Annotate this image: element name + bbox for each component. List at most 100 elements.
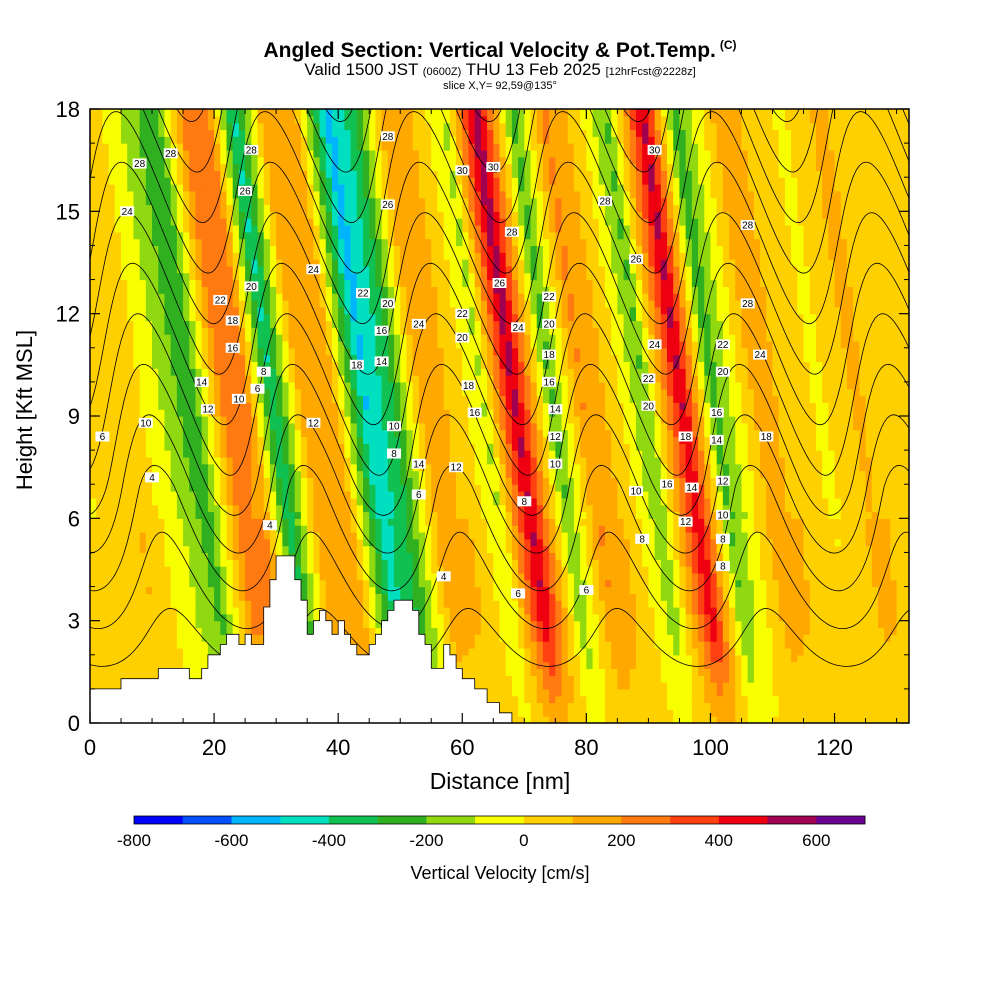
velocity-cell bbox=[363, 491, 370, 499]
velocity-cell bbox=[102, 634, 110, 642]
velocity-cell bbox=[369, 627, 376, 635]
velocity-cell bbox=[331, 477, 339, 485]
velocity-cell bbox=[809, 682, 817, 690]
velocity-cell bbox=[791, 572, 798, 581]
velocity-cell bbox=[902, 675, 909, 683]
velocity-cell bbox=[772, 470, 780, 478]
velocity-cell bbox=[201, 511, 209, 519]
velocity-cell bbox=[375, 504, 383, 513]
velocity-cell bbox=[183, 586, 190, 594]
velocity-cell bbox=[536, 716, 544, 723]
velocity-cell bbox=[741, 647, 749, 656]
velocity-cell bbox=[685, 477, 693, 485]
velocity-cell bbox=[673, 511, 681, 519]
velocity-cell bbox=[505, 586, 513, 594]
velocity-cell bbox=[90, 484, 97, 492]
velocity-cell bbox=[394, 586, 401, 594]
velocity-cell bbox=[884, 477, 891, 485]
velocity-cell bbox=[176, 586, 184, 594]
velocity-cell bbox=[542, 463, 550, 472]
velocity-cell bbox=[704, 518, 712, 526]
velocity-cell bbox=[195, 559, 203, 567]
velocity-cell bbox=[400, 470, 408, 478]
velocity-cell bbox=[375, 545, 383, 554]
velocity-cell bbox=[331, 579, 339, 588]
valid-time-line: Valid 1500 JST (0600Z) THU 13 Feb 2025 [… bbox=[0, 61, 1000, 80]
velocity-cell bbox=[331, 518, 339, 526]
velocity-cell bbox=[890, 600, 898, 608]
velocity-cell bbox=[636, 504, 643, 513]
velocity-cell bbox=[493, 675, 501, 683]
velocity-cell bbox=[840, 613, 848, 622]
velocity-cell bbox=[741, 531, 749, 540]
velocity-cell bbox=[183, 647, 190, 656]
velocity-cell bbox=[592, 654, 600, 663]
velocity-cell bbox=[704, 491, 712, 499]
velocity-cell bbox=[530, 559, 538, 567]
velocity-cell bbox=[121, 627, 128, 635]
velocity-cell bbox=[735, 572, 743, 581]
velocity-cell bbox=[716, 484, 724, 492]
velocity-cell bbox=[809, 559, 817, 567]
velocity-cell bbox=[375, 484, 383, 492]
velocity-cell bbox=[617, 607, 625, 615]
velocity-cell bbox=[766, 531, 774, 540]
velocity-cell bbox=[611, 613, 618, 622]
velocity-cell bbox=[518, 647, 525, 656]
velocity-cell bbox=[865, 709, 873, 717]
velocity-cell bbox=[797, 545, 805, 554]
velocity-cell bbox=[561, 695, 569, 704]
velocity-cell bbox=[698, 709, 705, 717]
velocity-cell bbox=[462, 538, 470, 547]
velocity-cell bbox=[449, 484, 457, 492]
velocity-cell bbox=[90, 566, 97, 574]
velocity-cell bbox=[493, 518, 501, 526]
velocity-cell bbox=[480, 654, 488, 663]
velocity-cell bbox=[791, 709, 798, 717]
velocity-cell bbox=[158, 484, 166, 492]
velocity-cell bbox=[555, 579, 563, 588]
velocity-cell bbox=[791, 545, 798, 554]
velocity-cell bbox=[859, 682, 867, 690]
velocity-cell bbox=[102, 531, 110, 540]
velocity-cell bbox=[449, 593, 457, 601]
velocity-cell bbox=[580, 654, 587, 663]
velocity-cell bbox=[145, 579, 153, 588]
velocity-cell bbox=[102, 682, 110, 690]
velocity-cell bbox=[673, 497, 681, 506]
velocity-cell bbox=[487, 538, 494, 547]
velocity-cell bbox=[772, 497, 780, 506]
velocity-cell bbox=[96, 641, 103, 649]
velocity-cell bbox=[760, 634, 767, 642]
velocity-cell bbox=[561, 497, 569, 506]
velocity-cell bbox=[598, 511, 606, 519]
velocity-cell bbox=[462, 497, 470, 506]
velocity-cell bbox=[238, 600, 246, 608]
velocity-cell bbox=[741, 654, 749, 663]
velocity-cell bbox=[220, 525, 228, 533]
velocity-cell bbox=[493, 552, 501, 560]
velocity-cell bbox=[443, 531, 451, 540]
velocity-cell bbox=[871, 654, 879, 663]
velocity-cell bbox=[853, 593, 860, 601]
velocity-cell bbox=[536, 470, 544, 478]
velocity-cell bbox=[902, 531, 909, 540]
velocity-cell bbox=[462, 525, 470, 533]
velocity-cell bbox=[158, 641, 166, 649]
velocity-cell bbox=[505, 545, 513, 554]
velocity-cell bbox=[561, 709, 569, 717]
velocity-cell bbox=[468, 477, 476, 485]
velocity-cell bbox=[183, 504, 190, 513]
velocity-cell bbox=[766, 593, 774, 601]
velocity-cell bbox=[127, 613, 135, 622]
velocity-cell bbox=[542, 484, 550, 492]
velocity-cell bbox=[189, 593, 197, 601]
velocity-cell bbox=[840, 484, 848, 492]
velocity-cell bbox=[611, 586, 618, 594]
velocity-cell bbox=[518, 518, 525, 526]
velocity-cell bbox=[145, 484, 153, 492]
velocity-cell bbox=[840, 497, 848, 506]
velocity-cell bbox=[518, 511, 525, 519]
velocity-cell bbox=[139, 579, 147, 588]
velocity-cell bbox=[369, 518, 376, 526]
